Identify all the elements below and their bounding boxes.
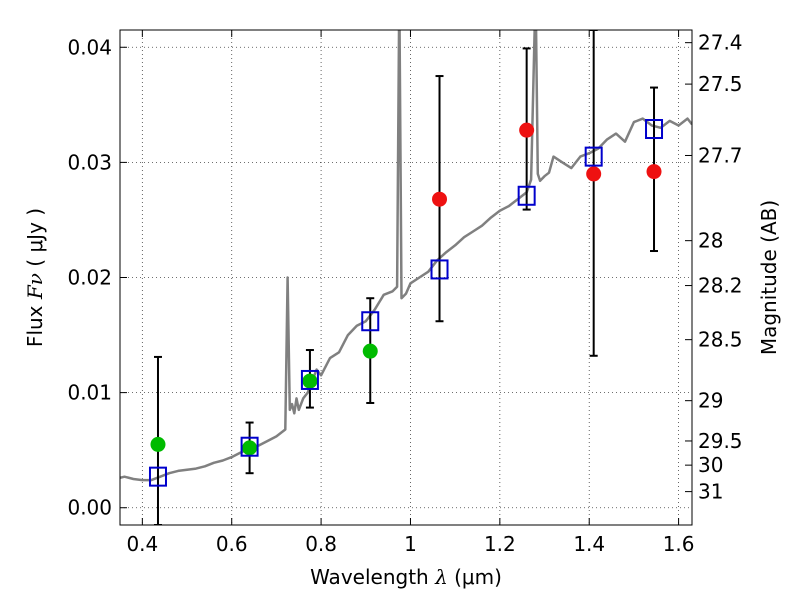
green-circle-point [150,436,166,452]
x-tick-label: 1.4 [573,532,605,556]
x-axis-label: Wavelength λ (μm) [310,565,502,589]
blue-square-point [517,185,536,206]
model-spectrum-line [120,30,692,482]
blue-square-point [645,119,664,139]
x-axis-label-main: Wavelength [310,565,429,589]
x-tick-label: 0.4 [126,532,158,556]
red-circle-point [646,164,662,180]
y2-tick-label: 28 [698,229,723,253]
tick-layer: 0.4 0.6 0.8 1 1.2 1.4 1.6 0.00 0.01 0.02 0.03 0.04 2… [67,30,743,556]
green-circle-point [242,440,258,456]
y-axis-label-symbol: Fν [23,273,47,300]
model-spectrum-layer [120,30,692,482]
y2-tick-label: 29.5 [698,429,743,453]
green-circle-point [302,373,318,389]
errorbar-layer [153,30,659,525]
blue-square-point [300,369,319,390]
y-axis-label-unit: ( μJy ) [23,208,47,267]
y-tick-label: 0.04 [67,35,112,59]
blue-square-point [148,466,167,487]
y-tick-label: 0.01 [67,381,112,405]
grid [120,30,692,525]
y2-axis-label: Magnitude (AB) [757,200,781,355]
marker-layer [148,119,664,487]
x-tick-label: 1.2 [484,532,516,556]
y2-tick-label: 27.7 [698,143,743,167]
x-axis-label-symbol: λ [434,565,448,589]
y2-tick-label: 27.5 [698,72,743,96]
x-tick-label: 0.8 [305,532,337,556]
red-circle-point [432,191,448,207]
red-circle-point [519,122,535,138]
blue-square-point [361,311,380,332]
y2-tick-label: 28.2 [698,274,743,298]
y2-tick-label: 30 [698,453,723,477]
plot-area-frame [119,29,693,526]
y-tick-label: 0.00 [67,496,112,520]
y-tick-label: 0.03 [67,150,112,174]
y-axis-label: Flux Fν ( μJy ) [23,208,47,347]
red-circle-point [586,166,602,182]
green-circle-point [362,343,378,359]
x-tick-label: 1.6 [663,532,695,556]
blue-square-point [240,436,259,457]
blue-square-point [430,259,449,280]
y2-tick-label: 27.4 [698,31,743,55]
y2-tick-label: 29 [698,389,723,413]
x-tick-label: 0.6 [216,532,248,556]
x-axis-label-unit: (μm) [454,565,502,589]
x-tick-label: 1 [404,532,417,556]
y-axis-label-main: Flux [23,305,47,347]
y2-tick-label: 28.5 [698,328,743,352]
blue-square-point [584,146,603,167]
y2-tick-label: 31 [698,480,723,504]
y-tick-label: 0.02 [67,266,112,290]
